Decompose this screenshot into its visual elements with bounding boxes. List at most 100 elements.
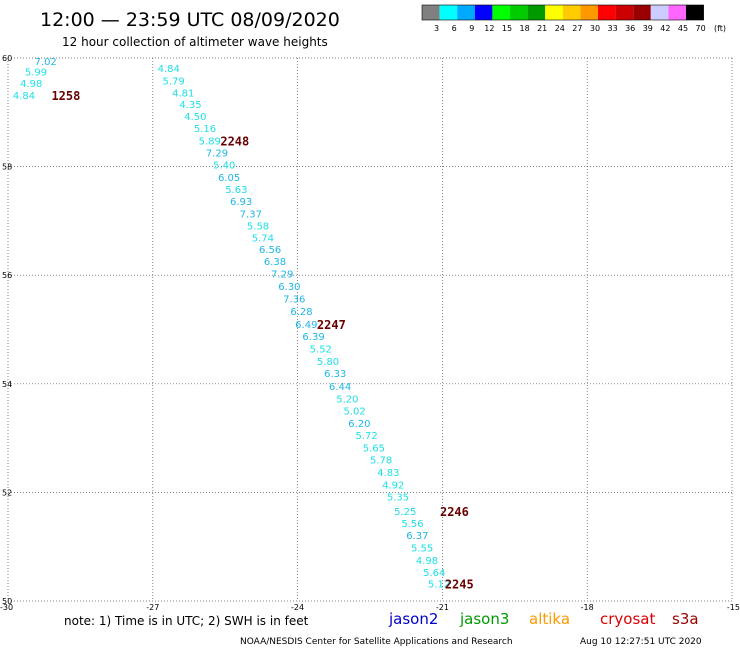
legend-swatch [686,5,704,20]
color-scale-legend: 3 6 9 12 15 18 21 24 27 30 33 36 39 42 45 70 [421,4,706,33]
swh-value-label: 6.28 [290,307,312,318]
swh-value-label: 6.39 [302,332,324,343]
x-tick-label: -24 [291,603,304,612]
swh-value-label: 6.30 [278,282,300,293]
y-tick-label: 50 [2,597,12,606]
swh-value-label: 7.29 [271,270,293,281]
legend-tick-label: 33 [608,24,618,33]
swh-value-label: 5.16 [194,124,216,135]
legend-swatch [457,5,475,20]
legend-tick-label: 6 [452,24,457,33]
swh-value-label: 5.74 [252,233,274,244]
y-tick-label: 60 [2,54,12,63]
swh-value-label: 5.79 [162,76,184,87]
swh-value-label: 5.20 [336,395,358,406]
legend-swatch [615,5,634,20]
satellite-label-jason2: jason2 [388,610,438,628]
legend-swatch [668,5,686,20]
legend-swatch [562,5,581,20]
swh-value-label: 6.93 [230,197,252,208]
swh-value-label: 7.02 [35,57,57,68]
x-tick-label: -27 [146,603,159,612]
swh-value-label: 5.64 [423,568,445,579]
swh-values: 7.025.994.984.844.845.794.814.354.505.16… [13,57,450,591]
x-tick-label: -30 [0,603,13,612]
legend-tick-label: 18 [520,24,530,33]
legend-tick-label: 36 [625,24,635,33]
legend-swatch [633,5,651,20]
pass-labels: 1258 2248 2247 2246 2245 [51,89,473,592]
swh-value-label: 7.29 [206,149,228,160]
y-tick-label: 52 [2,488,12,497]
swh-value-label: 5.89 [199,137,221,148]
legend-swatch [527,5,546,20]
pass-number-label: 2246 [440,505,469,519]
legend-tick-label: 45 [678,24,688,33]
swh-value-label: 5.12 [428,580,450,591]
swh-value-label: 7.36 [283,295,305,306]
legend-swatch [650,5,669,20]
satellite-label-jason3: jason3 [459,610,509,628]
x-tick-label: -21 [436,603,449,612]
plot-grid [7,57,733,602]
legend-unit-label: (ft) [714,24,726,33]
legend-swatch [598,5,616,20]
legend-swatch [474,5,493,20]
swh-value-label: 5.52 [310,345,332,356]
satellite-legend: jason2 jason3 altika cryosat s3a [388,610,699,628]
swh-value-label: 6.44 [329,382,351,393]
swh-value-label: 5.72 [356,431,378,442]
swh-value-label: 5.25 [394,507,416,518]
axis-ticks: -30 -27 -24 -21 -18 -15 50 52 54 56 58 60 [0,54,740,612]
footer-timestamp: Aug 10 12:27:51 UTC 2020 [580,637,702,647]
legend-swatch [545,5,563,20]
swh-value-label: 4.83 [377,468,399,479]
swh-value-label: 4.98 [20,79,42,90]
x-tick-label: -18 [581,603,594,612]
swh-value-label: 4.35 [179,100,201,111]
pass-number-label: 2245 [445,578,474,592]
y-tick-label: 56 [2,271,12,280]
pass-number-label: 2247 [317,318,346,332]
swh-value-label: 6.49 [295,320,317,331]
swh-value-label: 4.84 [13,91,35,102]
y-tick-label: 54 [2,380,12,389]
swh-value-label: 5.65 [363,443,385,454]
legend-swatch [492,5,510,20]
chart-title: 12:00 — 23:59 UTC 08/09/2020 [40,9,340,31]
swh-value-label: 5.56 [401,519,423,530]
swh-value-label: 6.20 [348,419,370,430]
legend-tick-label: 21 [537,24,547,33]
legend-tick-label: 12 [484,24,494,33]
swh-value-label: 6.37 [406,531,428,542]
swh-value-label: 5.35 [387,492,409,503]
swh-value-label: 5.40 [213,161,235,172]
footer-credit: NOAA/NESDIS Center for Satellite Applica… [240,637,513,647]
legend-tick-label: 27 [572,24,582,33]
legend-frame [421,4,704,21]
legend-tick-label: 3 [434,24,439,33]
swh-value-label: 4.98 [416,556,438,567]
satellite-label-altika: altika [529,610,570,628]
swh-value-label: 5.99 [25,68,47,79]
chart-subtitle: 12 hour collection of altimeter wave hei… [62,35,328,49]
swh-value-label: 6.38 [264,257,286,268]
swh-value-label: 5.58 [247,221,269,232]
legend-tick-label: 70 [696,24,706,33]
swh-value-label: 4.50 [184,112,206,123]
swh-value-label: 5.78 [370,455,392,466]
footer-note: note: 1) Time is in UTC; 2) SWH is in fe… [64,614,309,628]
legend-swatch [422,5,440,20]
satellite-label-s3a: s3a [672,610,699,628]
legend-tick-label: 42 [660,24,670,33]
swh-value-label: 7.37 [240,209,262,220]
pass-number-label: 1258 [51,89,80,103]
legend-tick-label: 9 [469,24,474,33]
legend-tick-label: 39 [643,24,653,33]
swh-value-label: 6.05 [218,173,240,184]
swh-value-label: 5.02 [343,406,365,417]
pass-number-label: 2248 [220,135,249,149]
legend-swatch [580,5,598,20]
swh-value-label: 5.63 [225,185,247,196]
